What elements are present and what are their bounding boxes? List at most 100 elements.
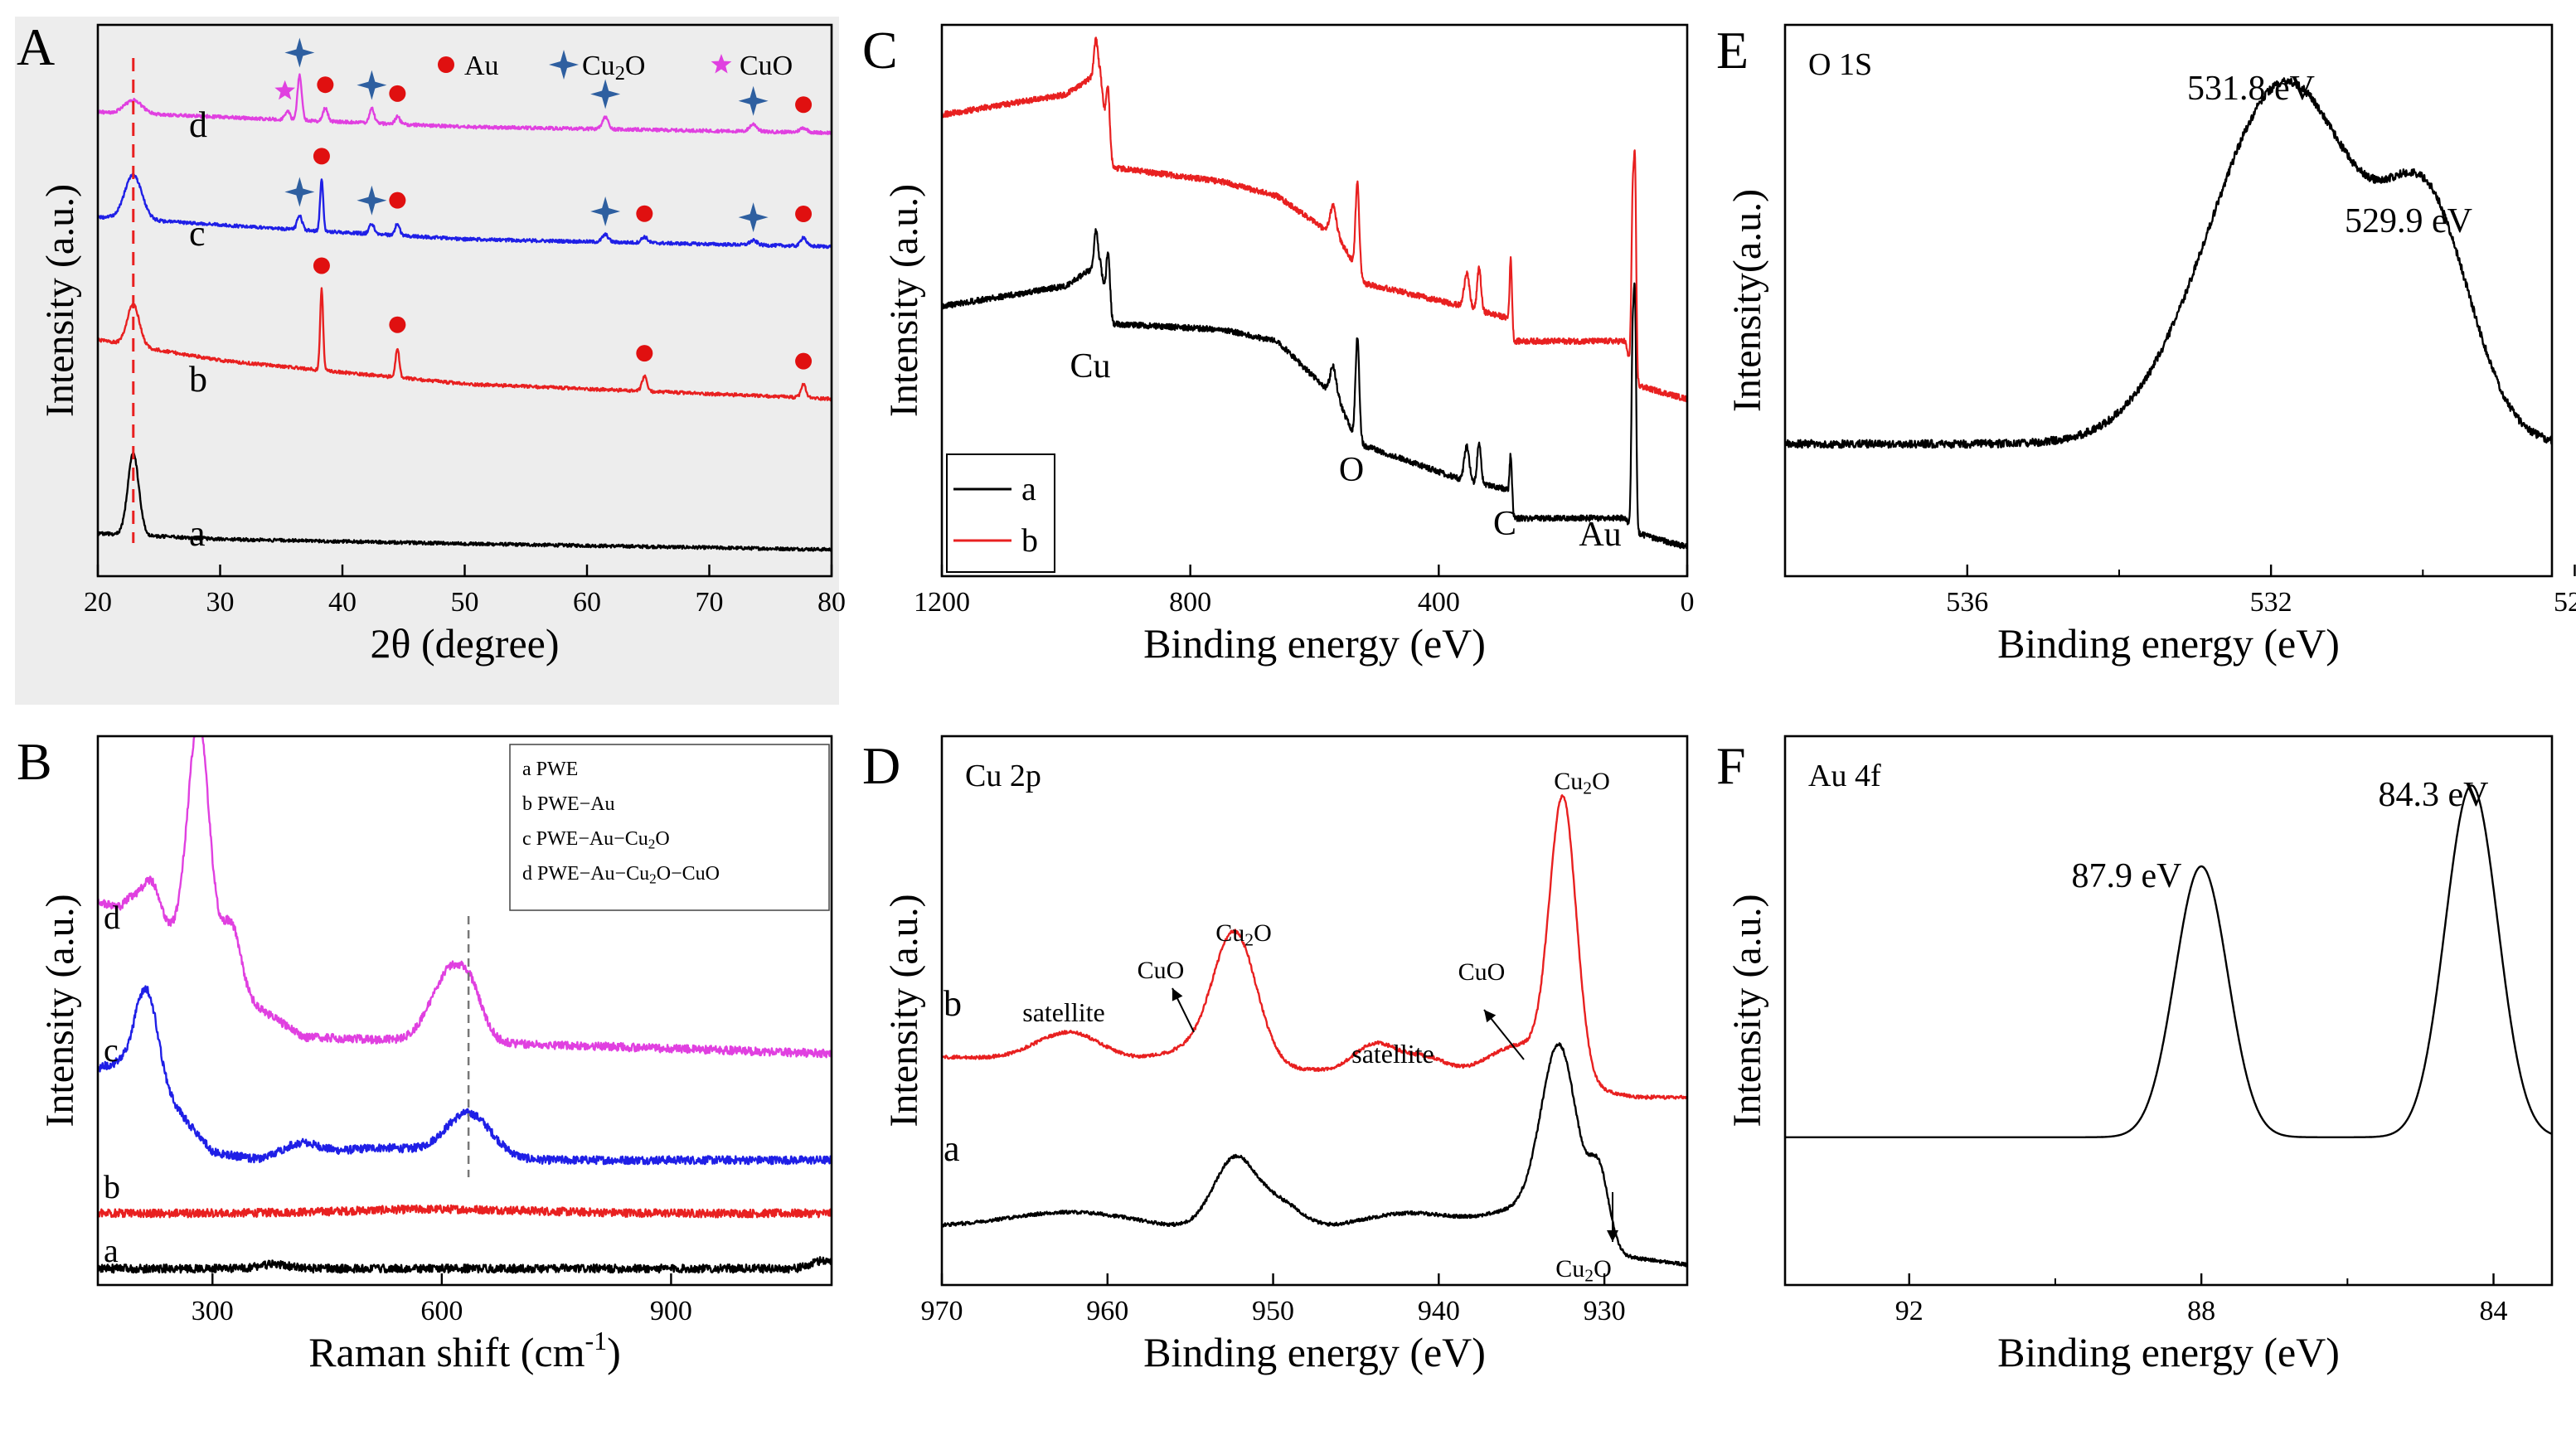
series-line-d (98, 73, 832, 136)
y-axis-label: Intensity (a.u.) (38, 184, 82, 417)
series-label-a: a (104, 1232, 119, 1269)
series-line-O 1s (1785, 77, 2552, 449)
x-tick-label: 300 (192, 1296, 234, 1326)
x-tick-label: 532 (2250, 587, 2292, 618)
annotation-cu2o-2: Cu2O (1554, 768, 1609, 798)
x-tick-label: 600 (420, 1296, 463, 1326)
annotation-cuo-2: CuO (1458, 958, 1506, 986)
x-tick-label: 536 (1946, 587, 1988, 618)
x-tick-label: 970 (921, 1296, 963, 1326)
annotation-peak-2: 529.9 eV (2345, 202, 2472, 240)
marker-c-5-au-dot (636, 205, 653, 222)
marker-b-2-au-dot (636, 345, 653, 362)
legend-marker-1-cu2o-star (549, 50, 579, 80)
marker-d-6-cu2o-star (738, 85, 769, 116)
legend-item-2: c PWE−Au−Cu2O (522, 828, 670, 851)
legend-item-0: a PWE (522, 759, 578, 780)
panel-d: a b 970 960 950 940 930 Intensity (a.u.) Binding… (862, 735, 1689, 1375)
panel-letter: E (1716, 21, 1749, 80)
series-line-a (942, 1042, 1687, 1268)
arrow-cuo-1-head (1172, 988, 1183, 1001)
legend-item-3: d PWE−Au−Cu2O−CuO (522, 863, 720, 886)
x-axis-label: Raman shift (cm-1) (308, 1326, 621, 1375)
legend-item-1: b PWE−Au (522, 793, 615, 815)
legend-label-2: CuO (740, 51, 793, 81)
x-tick-label: 1200 (914, 587, 970, 618)
annotation-c: C (1493, 505, 1516, 543)
panel-c: 1200 800 400 0 Intensity (a.u.) Binding energ… (862, 21, 1695, 667)
plot-area (1785, 784, 2552, 1138)
x-tick-label: 88 (2187, 1296, 2215, 1326)
plot-area (98, 73, 832, 552)
panel-letter: B (17, 732, 52, 791)
x-tick-label: 60 (573, 587, 601, 618)
arrow-cu2o-3-head (1607, 1230, 1618, 1242)
x-tick-label: 40 (328, 587, 357, 618)
x-tick-label: 528 (2554, 587, 2576, 618)
legend-label-0: Au (464, 51, 499, 81)
legend-marker-0-au-dot (438, 56, 454, 73)
x-tick-label: 800 (1169, 587, 1211, 618)
marker-b-3-au-dot (795, 352, 813, 370)
series-label-d: d (104, 899, 120, 936)
annotation-cu: Cu (1070, 347, 1110, 385)
x-tick-label: 930 (1584, 1296, 1626, 1326)
plot-frame (1783, 23, 2554, 578)
x-axis-label: Binding energy (eV) (1143, 620, 1486, 667)
x-axis-label: Binding energy (eV) (1997, 620, 2340, 667)
annotation-peak-1: 87.9 eV (2072, 857, 2182, 895)
x-tick-label: 92 (1895, 1296, 1924, 1326)
x-tick-label: 50 (451, 587, 479, 618)
legend-marker-2-cuo-star (711, 54, 732, 74)
panel-b: ab c d 300 600 900 Intensity (a.u.) Raman shift… (17, 732, 833, 1375)
arrow-cuo-2-head (1484, 1010, 1497, 1023)
annotation-peak-1: 531.8 eV (2187, 70, 2315, 108)
x-tick-label: 30 (206, 587, 235, 618)
x-tick-label: 940 (1418, 1296, 1460, 1326)
annotation-cuo-1: CuO (1138, 957, 1185, 984)
series-line-b (942, 36, 1687, 403)
legend-box (509, 744, 830, 911)
x-tick-label: 84 (2480, 1296, 2508, 1326)
marker-d-3-cu2o-star (357, 70, 387, 100)
y-axis-label: Intensity (a.u.) (882, 184, 926, 417)
legend-box (946, 453, 1055, 573)
plot-frame (96, 735, 833, 1287)
series-line-a (942, 228, 1687, 550)
x-tick-label: 0 (1681, 587, 1695, 618)
panel-letter: C (862, 21, 898, 80)
plot-frame (940, 23, 1689, 578)
x-tick-label: 70 (696, 587, 724, 618)
series-label-b: b (104, 1168, 120, 1205)
series-label-c: c (104, 1031, 119, 1069)
marker-d-1-cu2o-star (284, 37, 315, 68)
x-tick-label: 80 (817, 587, 846, 618)
panel-a: a b c d 20 30 40 50 60 70 80 Intensity (a.u.) 2θ (de… (17, 17, 846, 667)
x-tick-label: 20 (84, 587, 112, 618)
marker-c-0-cu2o-star (284, 177, 315, 207)
marker-c-4-cu2o-star (590, 196, 621, 227)
marker-b-1-au-dot (389, 316, 406, 333)
legend-label-b: b (1021, 521, 1038, 559)
marker-d-2-au-dot (317, 76, 334, 94)
legend-label-a: a (1021, 470, 1036, 507)
marker-d-4-au-dot (389, 85, 406, 102)
legend-label-1: Cu2O (582, 51, 645, 85)
panel-title: Au 4f (1808, 759, 1881, 793)
series-label-c: c (189, 213, 206, 254)
series-line-d (98, 736, 832, 1059)
y-axis-label: Intensity (a.u.) (1725, 894, 1769, 1127)
annotation-cu2o-3: Cu2O (1555, 1255, 1611, 1285)
x-tick-label: 900 (650, 1296, 692, 1326)
series-line-a (98, 1256, 832, 1274)
x-tick-label: 400 (1418, 587, 1460, 618)
annotation-peak-2: 84.3 eV (2379, 776, 2489, 814)
panel-f: 92 88 84 Intensity (a.u.) Binding energy (eV… (1716, 735, 2554, 1375)
panel-e: 536 532 528 Intensity(a.u.) Binding energy (… (1716, 21, 2576, 667)
marker-d-0-cuo-star (274, 80, 295, 100)
x-tick-label: 950 (1252, 1296, 1294, 1326)
series-line-b (98, 287, 832, 402)
series-label-d: d (189, 104, 207, 145)
marker-c-7-au-dot (795, 206, 813, 223)
